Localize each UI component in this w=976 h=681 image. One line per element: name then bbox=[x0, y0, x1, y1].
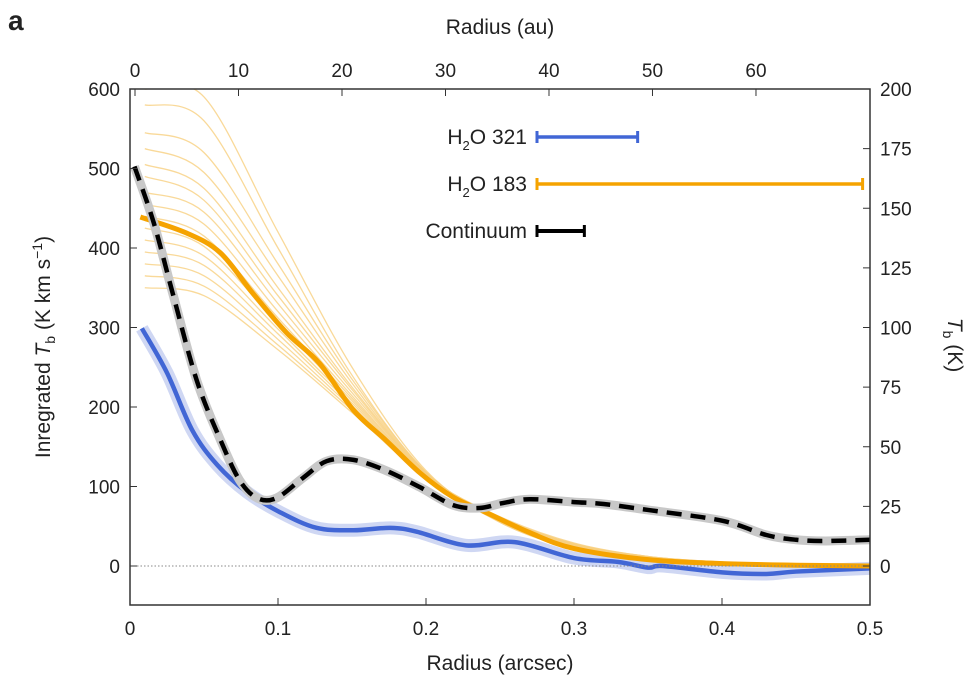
model-curve-9 bbox=[144, 227, 870, 567]
x-top-axis-label: Radius (au) bbox=[446, 16, 555, 39]
y-left-tick-label: 200 bbox=[88, 398, 120, 419]
model-curve-6 bbox=[144, 191, 870, 567]
h2o183-line bbox=[139, 214, 871, 569]
x-top-tick-label: 30 bbox=[435, 61, 456, 82]
y-right-tick-label: 200 bbox=[880, 80, 912, 101]
x-top-tick-label: 20 bbox=[331, 61, 352, 82]
legend-label-2: Continuum bbox=[425, 220, 527, 243]
x-tick-label: 0.5 bbox=[857, 619, 883, 640]
x-tick-label: 0.3 bbox=[561, 619, 587, 640]
x-top-tick-label: 60 bbox=[745, 61, 766, 82]
y-right-tick-label: 75 bbox=[880, 378, 901, 399]
y-right-tick-label: 175 bbox=[880, 140, 912, 161]
series-lines bbox=[130, 165, 871, 577]
y-right-tick-label: 150 bbox=[880, 199, 912, 220]
y-left-tick-label: 500 bbox=[88, 160, 120, 181]
y-right-tick-label: 50 bbox=[880, 438, 901, 459]
x-top-tick-label: 10 bbox=[228, 61, 249, 82]
continuum-line bbox=[132, 165, 871, 544]
x-tick-label: 0.4 bbox=[709, 619, 736, 640]
x-top-tick-label: 40 bbox=[538, 61, 559, 82]
y-left-axis-label: Inregrated Tb (K km s−1) bbox=[29, 236, 58, 458]
plot-frame bbox=[129, 88, 871, 606]
y-left-tick-label: 0 bbox=[109, 557, 120, 578]
panel-label: a bbox=[8, 5, 24, 36]
y-left-tick-label: 300 bbox=[88, 319, 120, 340]
model-curve-7 bbox=[144, 203, 870, 567]
x-tick-label: 0 bbox=[125, 619, 136, 640]
y-right-axis-label: Tb (K) bbox=[940, 318, 966, 372]
y-right-tick-label: 25 bbox=[880, 497, 901, 518]
h2o321-line bbox=[139, 327, 871, 577]
y-right-tick-label: 125 bbox=[880, 259, 912, 280]
y-right-tick-label: 0 bbox=[880, 557, 891, 578]
model-curve-8 bbox=[144, 215, 870, 567]
x-top-tick-label: 50 bbox=[642, 61, 663, 82]
model-curve-11 bbox=[144, 251, 870, 567]
y-right-tick-label: 100 bbox=[880, 319, 912, 340]
y-left-tick-label: 400 bbox=[88, 239, 120, 260]
y-left-tick-label: 600 bbox=[88, 80, 120, 101]
x-tick-label: 0.2 bbox=[413, 619, 439, 640]
x-axis-label: Radius (arcsec) bbox=[426, 652, 573, 675]
x-tick-label: 0.1 bbox=[265, 619, 291, 640]
legend: H2O 321 H2O 183 Continuum bbox=[425, 126, 865, 243]
legend-label-1: H2O 183 bbox=[447, 173, 527, 200]
legend-label-0: H2O 321 bbox=[447, 126, 527, 153]
axes: 0 0.1 0.2 0.3 0.4 0.50 10 20 30 40 50 6001002003004… bbox=[88, 61, 911, 640]
x-top-tick-label: 0 bbox=[130, 61, 141, 82]
y-left-tick-label: 100 bbox=[88, 478, 120, 499]
